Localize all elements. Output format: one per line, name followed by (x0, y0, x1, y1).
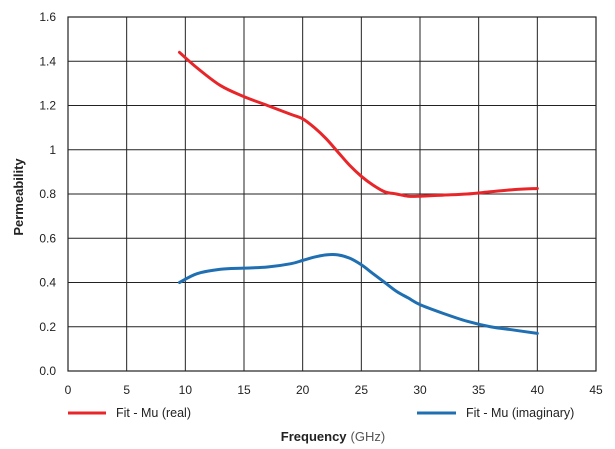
series-lines (177, 50, 539, 335)
x-tick-labels: 0 5 10 15 20 25 30 35 40 45 (65, 383, 603, 397)
x-tick-label: 0 (65, 383, 72, 397)
x-axis-title-text: Frequency (281, 429, 348, 444)
legend-label-imaginary: Fit - Mu (imaginary) (466, 406, 574, 420)
series-line-real (177, 50, 539, 198)
x-tick-label: 15 (237, 383, 251, 397)
x-tick-label: 35 (472, 383, 486, 397)
y-tick-label: 1 (49, 143, 56, 157)
x-tick-label: 20 (296, 383, 310, 397)
x-axis-title: Frequency (GHz) (281, 429, 385, 444)
x-tick-label: 30 (413, 383, 427, 397)
x-tick-label: 45 (589, 383, 603, 397)
plot-area (67, 16, 597, 372)
x-tick-label: 10 (179, 383, 193, 397)
x-axis-unit: (GHz) (351, 429, 386, 444)
y-tick-label: 1.4 (39, 54, 56, 68)
y-tick-labels: 0.0 0.2 0.4 0.6 0.8 1 1.2 1.4 1.6 (39, 10, 56, 378)
series-line-imaginary (177, 252, 539, 335)
x-tick-label: 25 (355, 383, 369, 397)
y-tick-label: 0.2 (39, 320, 56, 334)
y-tick-label: 0.6 (39, 231, 56, 245)
legend: Fit - Mu (real) Fit - Mu (imaginary) (68, 406, 574, 420)
x-tick-label: 40 (531, 383, 545, 397)
y-axis-title: Permeability (11, 158, 26, 236)
x-tick-label: 5 (123, 383, 130, 397)
legend-label-real: Fit - Mu (real) (116, 406, 191, 420)
y-tick-label: 0.0 (39, 364, 56, 378)
y-tick-label: 1.2 (39, 99, 56, 113)
y-tick-label: 0.4 (39, 276, 56, 290)
y-tick-label: 0.8 (39, 187, 56, 201)
y-tick-label: 1.6 (39, 10, 56, 24)
chart-grid (67, 16, 597, 372)
